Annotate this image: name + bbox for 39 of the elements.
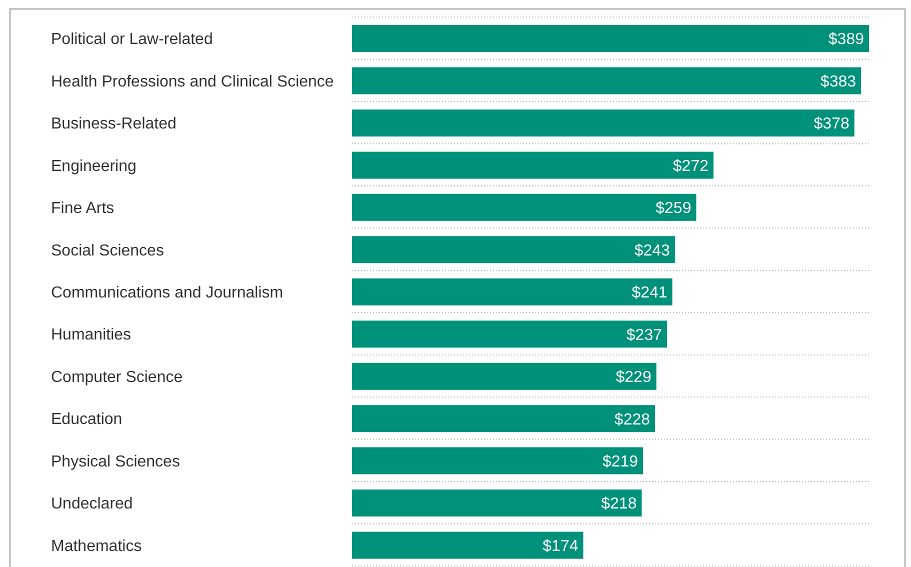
bar xyxy=(352,532,584,559)
data-label: $219 xyxy=(602,453,638,470)
y-tick-label: Health Professions and Clinical Science xyxy=(51,73,334,90)
bar xyxy=(352,405,656,432)
y-tick-label: Engineering xyxy=(51,158,136,175)
bar xyxy=(352,490,642,517)
bar xyxy=(352,152,714,179)
data-label: $272 xyxy=(672,158,709,175)
y-tick-label: Business-Related xyxy=(51,116,176,133)
data-label: $229 xyxy=(616,369,652,386)
data-label: $243 xyxy=(634,242,670,260)
data-label: $259 xyxy=(656,200,692,218)
data-label: $241 xyxy=(632,284,668,302)
y-tick-label: Education xyxy=(51,411,122,428)
bar xyxy=(352,67,862,94)
y-tick-label: Social Sciences xyxy=(51,242,164,260)
data-label: $174 xyxy=(542,538,578,555)
y-tick-label: Communications and Journalism xyxy=(51,284,284,302)
y-tick-label: Humanities xyxy=(51,326,132,344)
y-tick-label: Fine Arts xyxy=(51,200,114,218)
y-tick-label: Physical Sciences xyxy=(51,453,180,470)
data-label: $228 xyxy=(614,411,650,428)
bar xyxy=(352,109,854,136)
bar xyxy=(352,447,644,474)
bar xyxy=(352,194,696,221)
y-tick-label: Political or Law-related xyxy=(51,31,213,48)
data-label: $218 xyxy=(601,496,637,513)
bar xyxy=(352,320,667,348)
y-tick-label: Mathematics xyxy=(51,538,142,555)
data-label: $383 xyxy=(820,73,856,90)
data-label: $237 xyxy=(626,326,662,344)
y-tick-label: Undeclared xyxy=(51,496,133,513)
data-label: $389 xyxy=(828,31,864,48)
bar xyxy=(352,362,656,390)
bar xyxy=(352,25,869,52)
bar xyxy=(352,278,672,306)
y-tick-label: Computer Science xyxy=(51,368,183,386)
data-label: $378 xyxy=(814,116,850,133)
bar xyxy=(352,236,675,264)
